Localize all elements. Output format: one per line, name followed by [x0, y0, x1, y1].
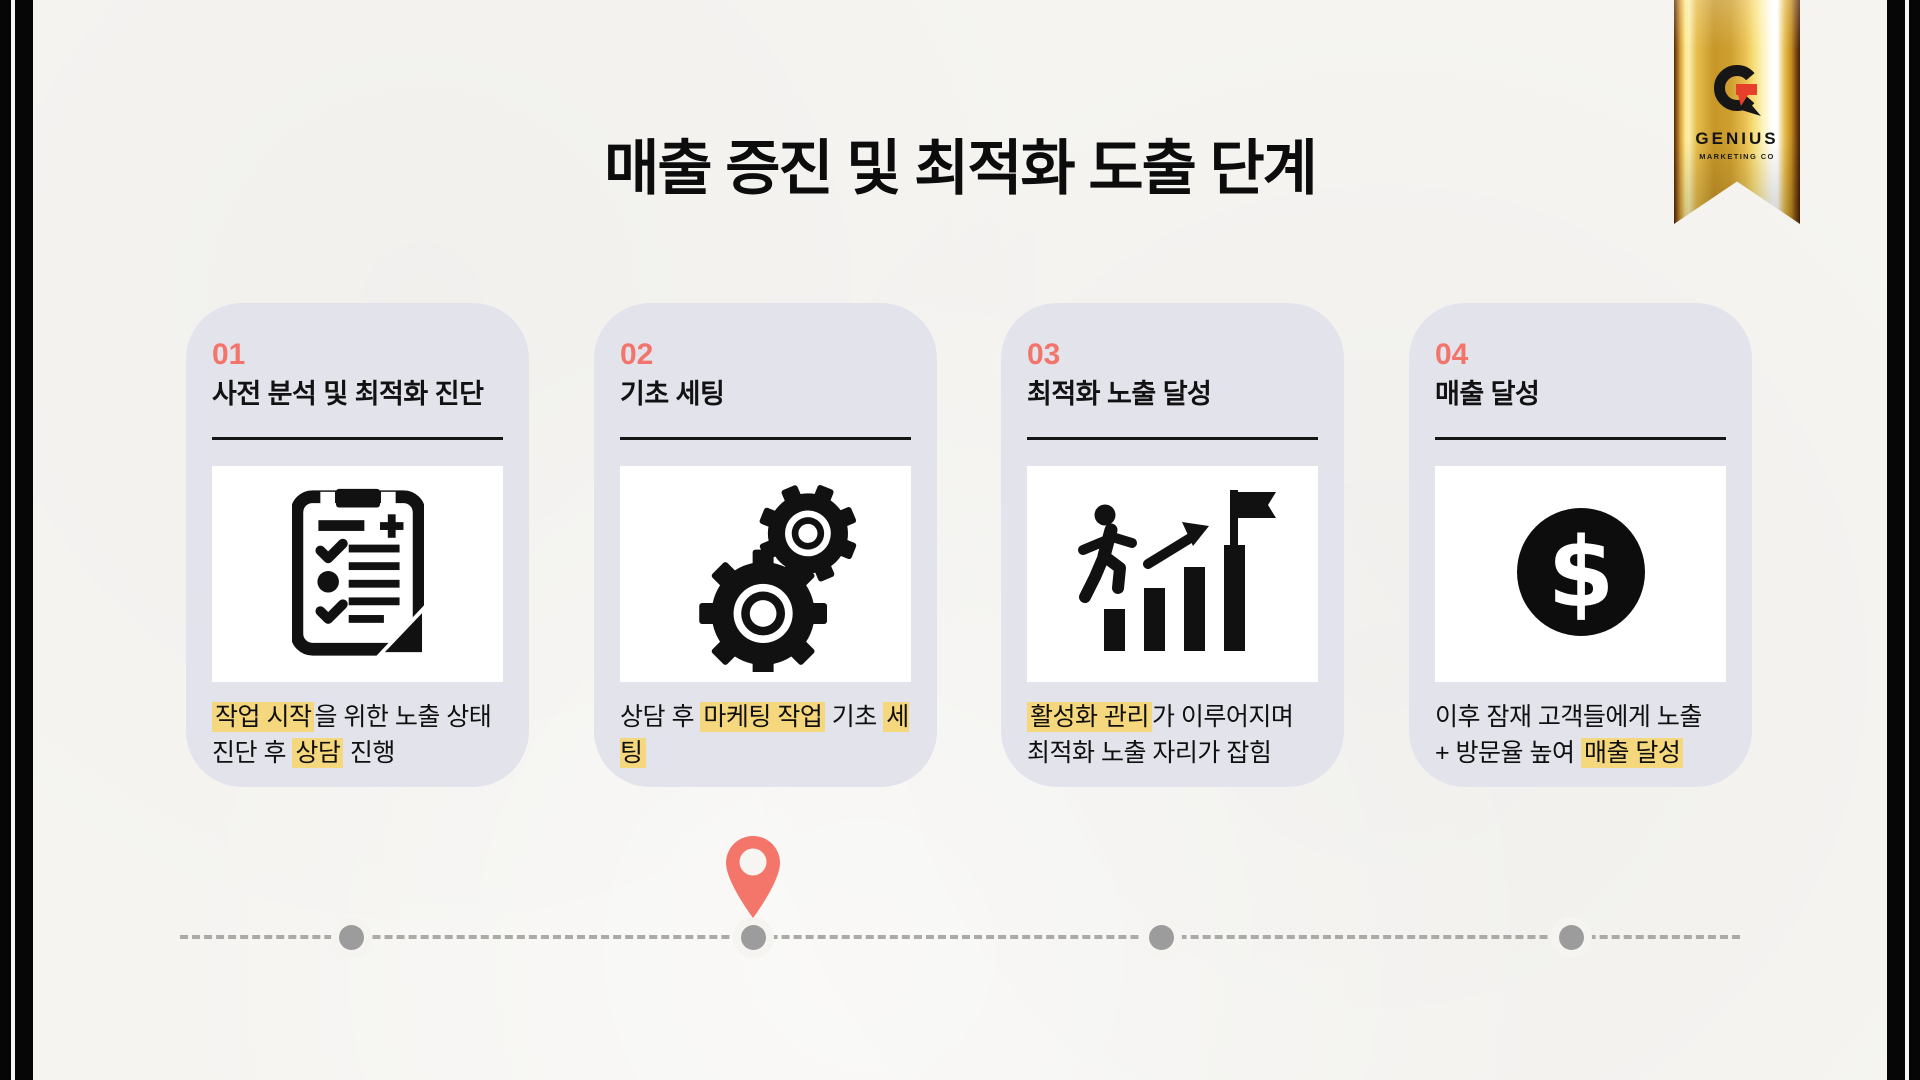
icon-panel: $: [1435, 466, 1726, 682]
timeline-dashed-line: [180, 935, 1740, 939]
timeline-dot: [741, 925, 766, 950]
step-heading: 사전 분석 및 최적화 진단: [212, 379, 484, 409]
plain-text: 가 이루어지며: [1151, 703, 1294, 731]
icon-panel: [620, 466, 911, 682]
step-card-2: 02 기초 세팅: [594, 303, 937, 787]
heading-underline: [620, 437, 911, 440]
plain-text: 기초: [825, 703, 884, 731]
plain-text: 최적화 노출 자리가 잡힘: [1027, 739, 1272, 767]
step-description: 이후 잠재 고객들에게 노출 + 방문율 높여 매출 달성: [1435, 699, 1726, 771]
gears-icon: [663, 472, 868, 677]
highlighted-text: 마케팅 작업: [700, 702, 826, 732]
step-card-1: 01 사전 분석 및 최적화 진단: [186, 303, 529, 787]
step-number: 03: [1027, 338, 1061, 371]
highlighted-text: 활성화 관리: [1027, 702, 1152, 732]
step-number: 04: [1435, 338, 1469, 371]
step-number: 02: [620, 338, 654, 371]
step-heading: 매출 달성: [1435, 379, 1540, 409]
clipboard-checklist-icon: [290, 487, 426, 662]
heading-underline: [212, 437, 503, 440]
step-heading: 기초 세팅: [620, 379, 725, 409]
timeline-dot: [1559, 925, 1584, 950]
brand-subtitle: MARKETING CO: [1699, 152, 1775, 161]
plain-text: 이후 잠재 고객들에게 노출: [1435, 703, 1702, 731]
step-heading: 최적화 노출 달성: [1027, 379, 1212, 409]
highlighted-text: 상담: [292, 738, 344, 768]
dollar-coin-icon: $: [1511, 502, 1651, 647]
plain-text: 진행: [343, 739, 396, 767]
timeline-dot: [1149, 925, 1174, 950]
page-title: 매출 증진 및 최적화 도출 단계: [604, 135, 1318, 203]
highlighted-text: 매출 달성: [1580, 738, 1684, 768]
left-border-band: [0, 0, 33, 1080]
growth-chart-climb-icon: [1068, 490, 1278, 658]
icon-panel: [212, 466, 503, 682]
highlighted-text: 작업 시작: [212, 702, 315, 732]
icon-panel: [1027, 466, 1318, 682]
plain-text: 을 위한 노출 상태: [314, 703, 492, 731]
plain-text: 상담 후: [620, 703, 701, 731]
heading-underline: [1027, 437, 1318, 440]
step-description: 상담 후 마케팅 작업 기초 세팅: [620, 699, 911, 771]
genius-g-logo-icon: [1711, 62, 1763, 123]
plain-text: + 방문율 높여: [1435, 739, 1581, 767]
step-card-3: 03 최적화 노출 달성: [1001, 303, 1344, 787]
dollar-glyph: $: [1547, 517, 1614, 629]
heading-underline: [1435, 437, 1726, 440]
timeline-dot: [339, 925, 364, 950]
plain-text: 진단 후: [212, 739, 293, 767]
step-card-4: 04 매출 달성 $ 이후 잠재 고객들에게 노출 + 방문율 높여 매출 달성: [1409, 303, 1752, 787]
brand-name: GENIUS: [1695, 129, 1779, 148]
location-pin-icon: [725, 836, 781, 923]
right-border-band: [1887, 0, 1920, 1080]
step-number: 01: [212, 338, 246, 371]
